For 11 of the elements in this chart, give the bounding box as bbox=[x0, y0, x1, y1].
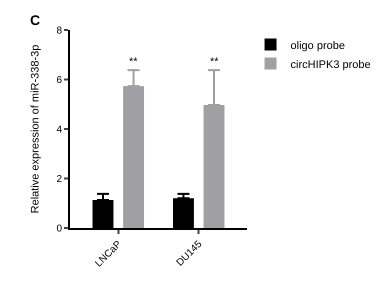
y-tick-label: 2 bbox=[56, 174, 62, 185]
legend-label: oligo probe bbox=[290, 40, 345, 52]
text: C bbox=[30, 12, 40, 28]
annotation: ** bbox=[129, 56, 138, 68]
legend-label: circHIPK3 probe bbox=[290, 58, 371, 71]
y-tick-label: 8 bbox=[56, 26, 62, 36]
annotation: ** bbox=[210, 56, 220, 68]
y-axis-title: Relative expression of miR-338-3p bbox=[30, 44, 42, 214]
y-tick-label: 6 bbox=[56, 75, 62, 86]
y-tick-label: 0 bbox=[56, 224, 62, 234]
y-tick-label: 4 bbox=[56, 124, 62, 136]
